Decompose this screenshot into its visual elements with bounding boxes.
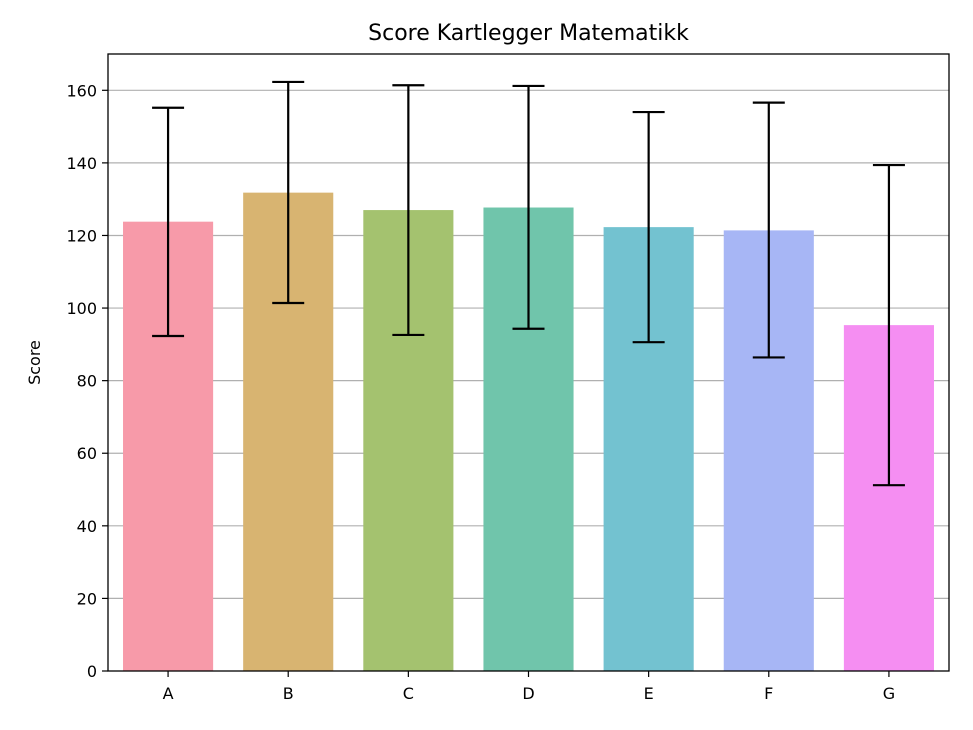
bars [123,192,934,672]
y-axis-ticks: 0 20 40 60 80 100 120 140 160 [66,81,108,681]
y-tick-label: 20 [77,589,97,608]
x-tick-label: B [283,684,294,703]
x-tick-label: A [163,684,174,703]
y-tick-label: 160 [66,81,97,100]
y-tick-label: 140 [66,154,97,173]
chart-title: Score Kartlegger Matematikk [368,21,689,46]
y-tick-label: 100 [66,299,97,318]
x-tick-label: G [883,684,895,703]
x-tick-label: E [644,684,654,703]
y-axis-label: Score [25,340,44,385]
y-tick-label: 120 [66,226,97,245]
y-tick-label: 80 [77,372,97,391]
y-tick-label: 40 [77,517,97,536]
x-tick-label: D [522,684,534,703]
x-tick-label: C [403,684,414,703]
y-tick-label: 60 [77,444,97,463]
y-tick-label: 0 [87,662,97,681]
error-bars [152,80,905,487]
x-tick-label: F [764,684,773,703]
x-axis-ticks: A B C D E F G [163,671,895,703]
